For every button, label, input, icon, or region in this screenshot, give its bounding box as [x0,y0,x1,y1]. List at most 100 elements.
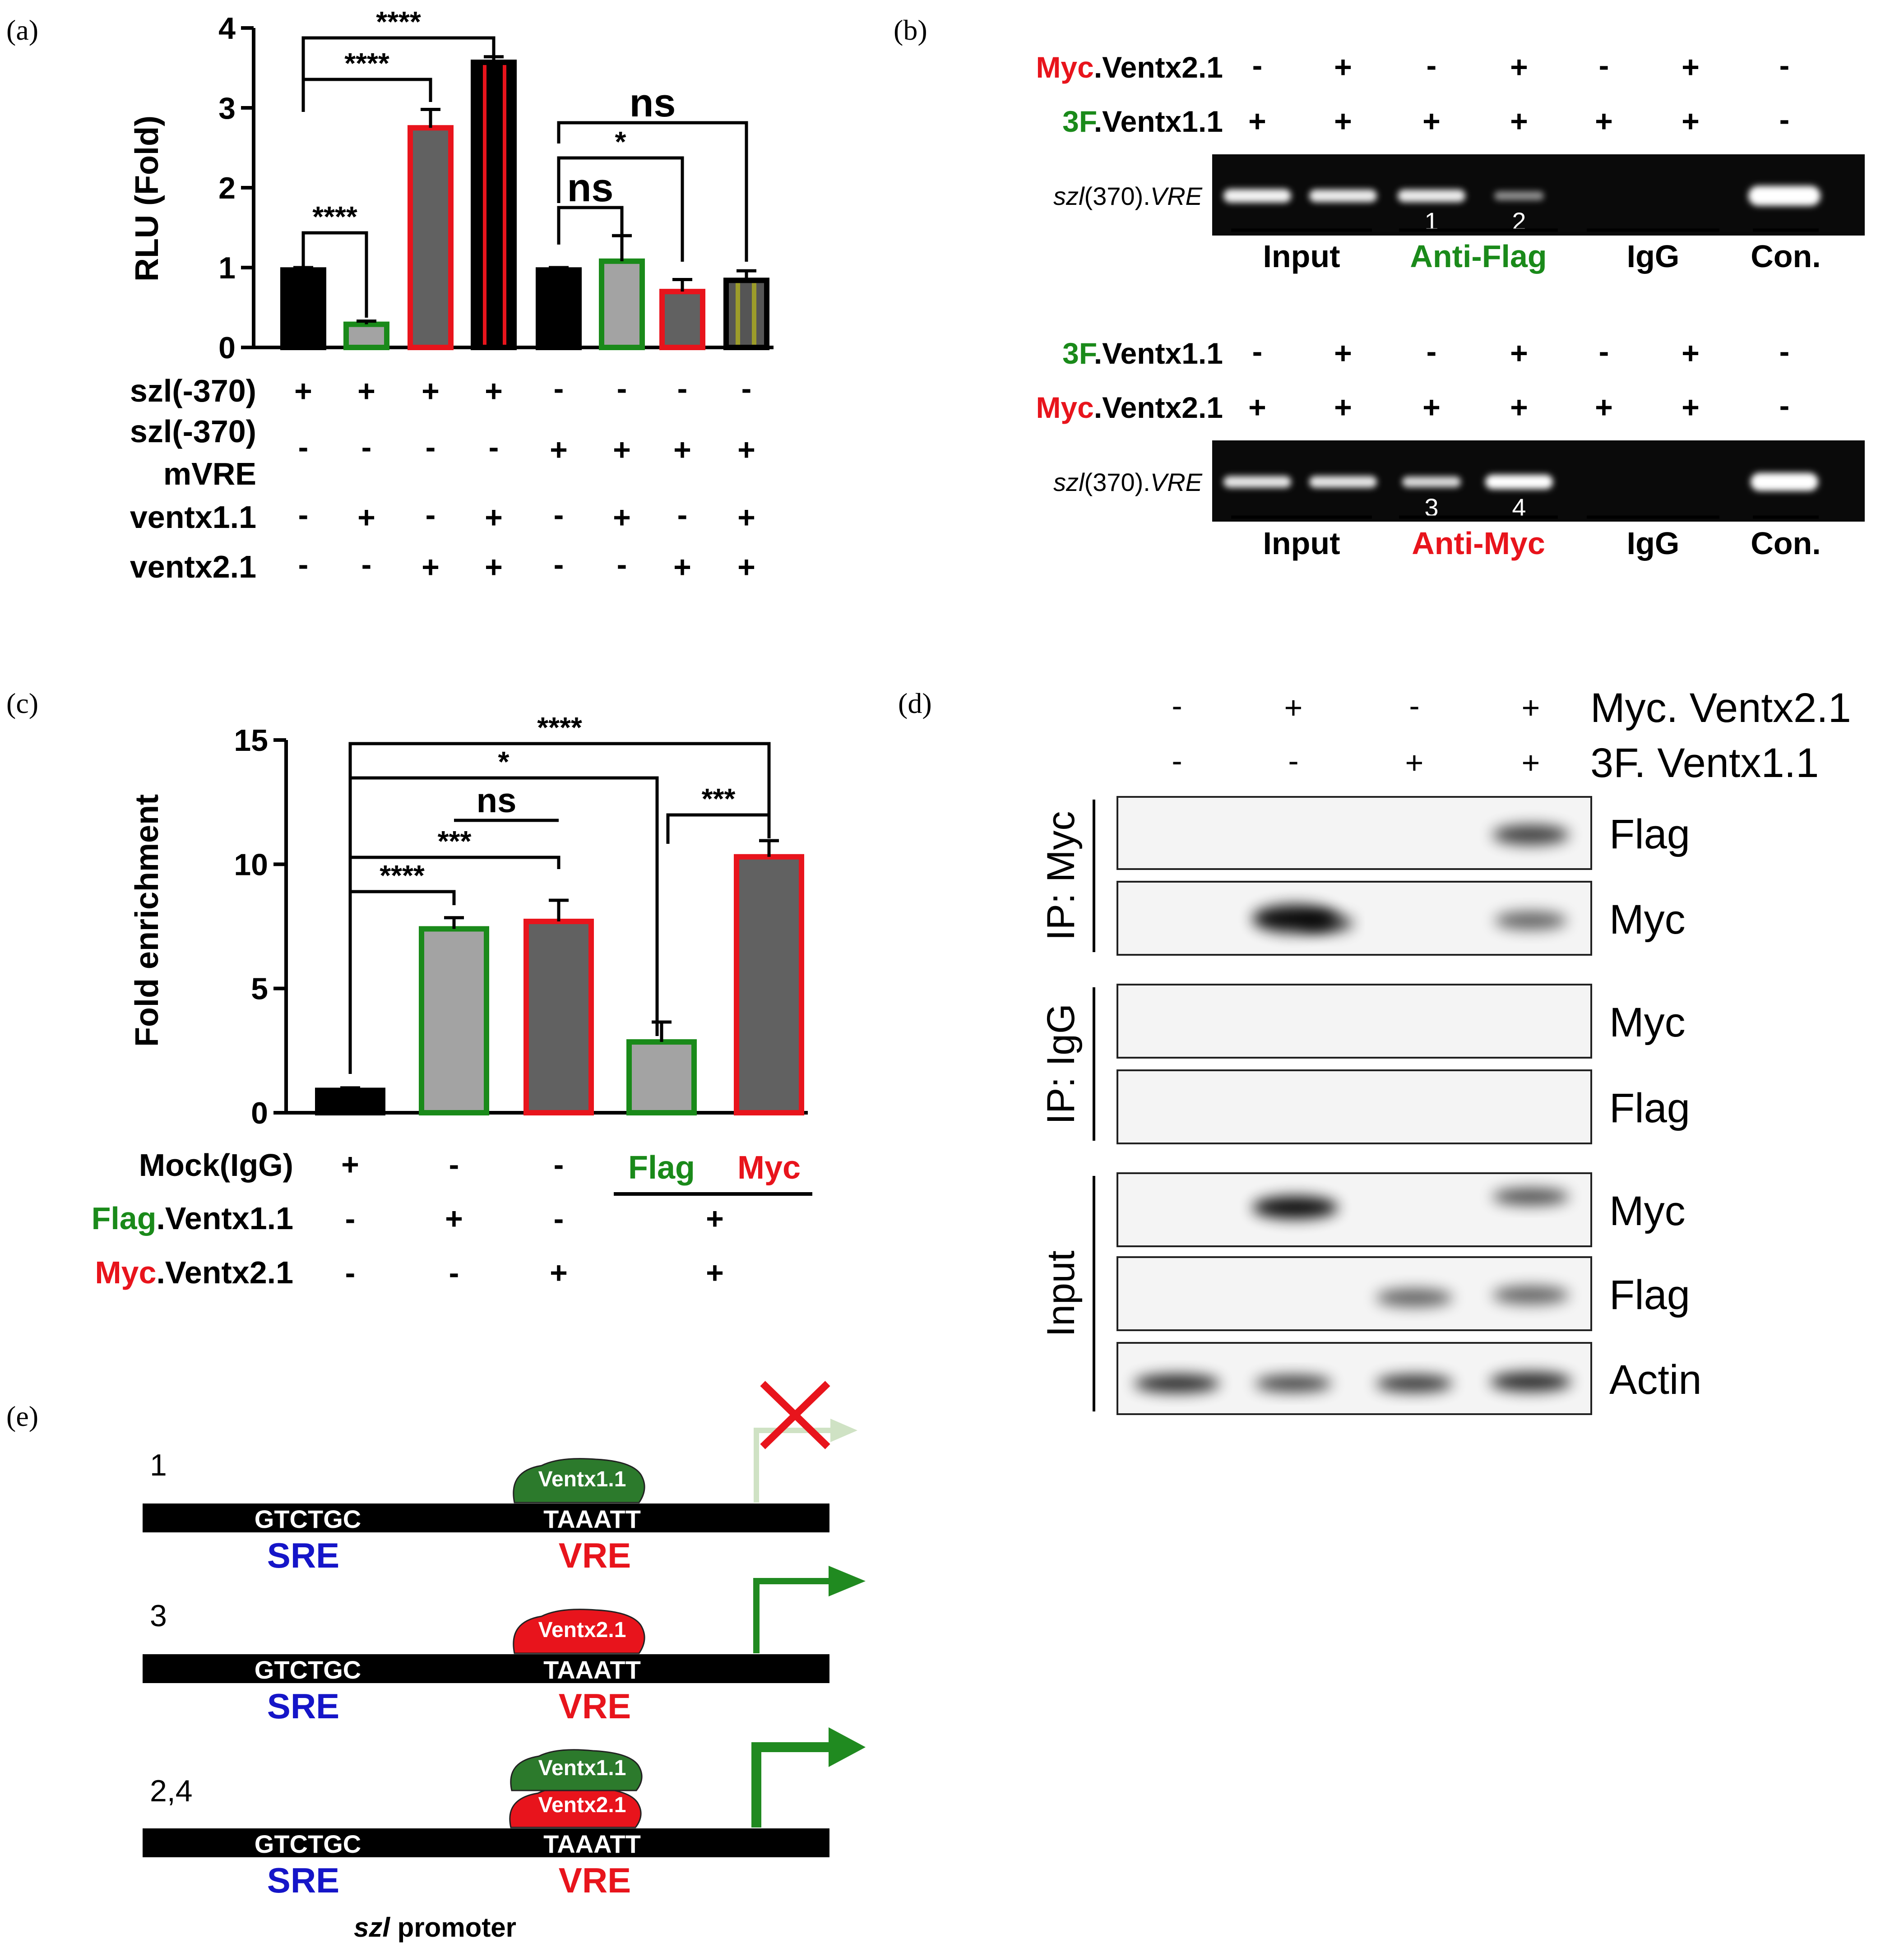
condition-sign: + [485,500,503,535]
gel-sign: + [1682,50,1700,84]
y-tick-label: 4 [218,11,236,46]
condition-sign: + [673,550,691,584]
significance-bracket-label: **** [380,859,425,892]
blot-band [1134,1374,1220,1392]
condition-table: szl(-370) + + + + - - - - szl(-370) mVRE - - - - + + + + ve… [130,371,755,584]
significance-brackets: **** **** **** ns*ns [301,5,748,318]
condition-sign: - [554,547,564,582]
condition-sign: - [345,1256,356,1290]
vre-sequence: TAAATT [543,1830,641,1858]
block-x-icon [760,1381,830,1449]
blot-band [1255,1375,1332,1392]
condition-sign: + [550,433,568,467]
row-id: 3 [150,1599,167,1633]
gel-sign: - [1252,48,1263,83]
significance-brackets: *****ns********** [348,711,771,1074]
blot-antibody-label: Flag [1609,1085,1690,1131]
y-tick-label: 3 [218,91,236,125]
promoter-dna-bar [143,1828,829,1857]
significance-bracket-label: ns [630,80,676,125]
blot-sign: + [1284,690,1303,725]
transcription-arrow [753,1578,835,1653]
condition-sign: + [485,374,503,408]
gel-row-prefix: 3F [1062,105,1096,138]
myc-label: Myc [737,1150,801,1186]
condition-sign: - [298,547,309,582]
gel-sign: - [1779,334,1790,369]
bar [626,1039,697,1116]
gel-sign: + [1510,336,1528,370]
significance-bracket-label: ns [477,782,517,820]
significance-bracket-label: * [615,125,626,158]
y-axis-label: Fold enrichment [129,794,165,1047]
blot-strip [1116,1069,1592,1144]
blot-group-label: IP: IgG [1039,1004,1083,1124]
protein-blob [513,1458,645,1504]
gel-row-caption: szl(370).VRE [1053,182,1203,210]
sre-sequence: GTCTGC [255,1656,361,1684]
gel-band [1398,190,1465,202]
gel-row-suffix: .Ventx2.1 [1094,51,1223,84]
gel-sign: - [1779,48,1790,83]
condition-sign: - [426,430,436,464]
gel-row-label: Myc.Ventx2.1 [1036,391,1223,424]
y-tick-label: 1 [218,251,236,285]
gel-sign: + [1248,390,1266,425]
condition-sign: - [617,547,627,582]
gel-sign: + [1510,50,1528,84]
significance-bracket [557,156,684,262]
sre-label: SRE [267,1536,339,1575]
gel-sign: + [1682,104,1700,139]
gel-sign: + [1595,104,1613,139]
condition-label: Flag.Ventx1.1 [92,1201,293,1236]
blot-condition-label: Myc. Ventx2.1 [1590,685,1851,731]
vre-sequence: TAAATT [543,1656,641,1684]
gel-row-label: 3F.Ventx1.1 [1062,105,1223,138]
gel-row-prefix: Myc [1036,391,1093,424]
blot-group-label: Input [1039,1250,1083,1337]
transcription-arrowhead [829,1566,866,1596]
condition-sign: - [361,547,372,582]
blot-sign: - [1409,688,1419,723]
panel-b: (b) Myc.Ventx2.1- + - + - + -3F.Ventx1.1 + + + + + +… [894,14,1865,561]
significance-bracket [666,813,771,844]
transcription-arrow [751,1742,835,1827]
condition-prefix: Flag [92,1201,157,1236]
condition-sign: + [613,500,631,535]
chip-gel-top: Myc.Ventx2.1- + - + - + -3F.Ventx1.1 + + + + + + -szl… [1036,48,1865,274]
gel-band [1223,189,1291,203]
significance-bracket-label: ns [567,165,614,210]
condition-sign: - [298,430,309,464]
panel-e: (e) 1 GTCTGC TAAATT SRE VRE Ventx1.1 3 GTCTGC TA… [6,1381,866,1943]
protein-blob [510,1749,643,1791]
condition-sign: + [706,1256,724,1290]
blot-sign: + [1522,690,1540,725]
condition-sign: - [741,371,752,406]
blot-condition-label: 3F. Ventx1.1 [1590,740,1819,786]
blot-band [1300,914,1354,932]
protein-blob [513,1609,645,1654]
gel-band [1223,476,1291,488]
significance-bracket-label: **** [537,711,582,744]
blot-sign: + [1522,745,1540,780]
protein-label: Ventx1.1 [538,1756,626,1780]
bar [315,1087,385,1115]
gel-sign: - [1779,102,1790,137]
bar [408,125,454,350]
gel-band [1485,475,1553,489]
gel-sign: + [1334,336,1352,370]
blot-sign: - [1288,743,1298,778]
protein-label: Ventx1.1 [538,1467,626,1491]
gel-sign: + [1595,390,1613,425]
panel-a: (a) RLU (Fold) 0 1 2 3 4 **** **** **** ns*ns s… [6,5,774,584]
panel-e-label: (e) [6,1400,38,1432]
gel-band [1751,473,1818,491]
condition-sign: + [422,550,440,584]
blot-group-label: IP: Myc [1039,811,1083,941]
significance-bracket [557,206,624,245]
condition-label: ventx1.1 [130,500,256,535]
blot-band [1492,1286,1569,1304]
significance-bracket [348,890,456,907]
